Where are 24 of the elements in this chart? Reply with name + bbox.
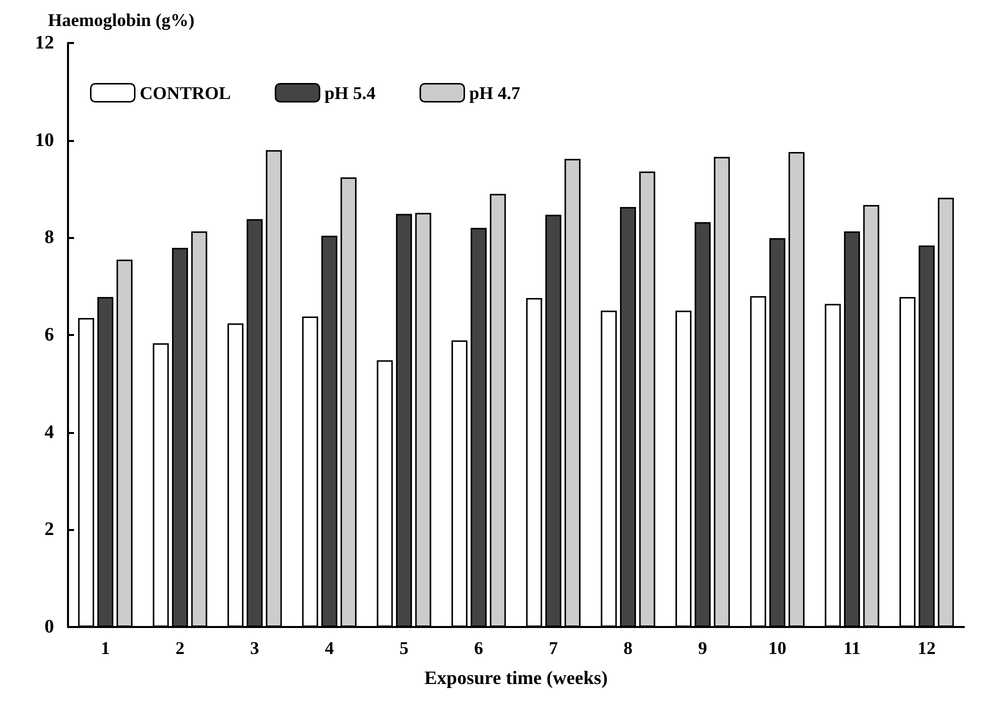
x-tick-label: 7 [548,638,558,658]
x-tick-label: 9 [698,638,708,658]
x-tick-label: 8 [624,638,632,658]
x-tick-label: 5 [400,638,408,658]
x-tick-label: 1 [100,638,110,658]
legend-label: CONTROL [140,82,231,103]
y-tick-label: 6 [44,324,54,346]
legend-label: pH 4.7 [469,82,520,103]
y-tick-label: 2 [44,519,54,540]
x-axis-title: Exposure time (weeks) [424,668,608,689]
y-tick-label: 0 [44,616,54,638]
x-tick-label: 4 [324,638,334,658]
y-tick-label: 12 [35,32,54,54]
legend-label: pH 5.4 [324,82,376,103]
x-tick-label: 6 [474,638,484,658]
x-tick-label: 12 [918,638,936,658]
y-tick-label: 4 [44,422,54,443]
x-tick-label: 10 [768,638,786,658]
x-tick-label: 11 [843,638,861,658]
y-tick-label: 8 [44,227,54,248]
x-tick-label: 3 [250,638,260,658]
x-tick-label: 2 [176,638,184,658]
y-tick-label: 10 [35,130,54,151]
y-axis-title: Haemoglobin (g%) [48,10,194,30]
